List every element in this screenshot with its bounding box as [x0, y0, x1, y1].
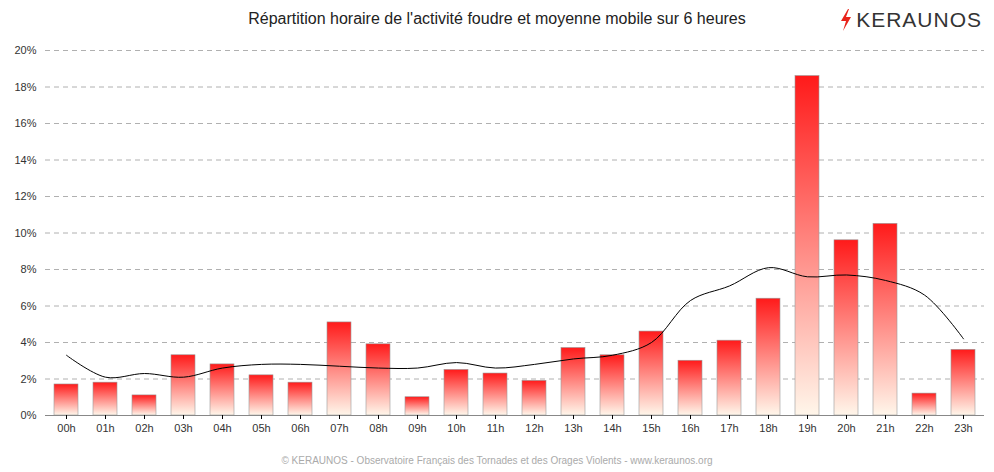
svg-text:8%: 8%	[21, 263, 37, 275]
svg-text:08h: 08h	[369, 422, 387, 434]
html-text:KERAUNOS: KERAUNOS	[856, 8, 982, 31]
svg-text:12h: 12h	[525, 422, 543, 434]
svg-text:00h: 00h	[57, 422, 75, 434]
svg-text:07h: 07h	[330, 422, 348, 434]
svg-text:16h: 16h	[681, 422, 699, 434]
svg-text:4%: 4%	[21, 336, 37, 348]
svg-text:18h: 18h	[759, 422, 777, 434]
svg-text:18%: 18%	[14, 81, 36, 93]
svg-text:0%: 0%	[21, 409, 37, 421]
svg-text:16%: 16%	[14, 117, 36, 129]
svg-text:09h: 09h	[408, 422, 426, 434]
svg-text:17h: 17h	[720, 422, 738, 434]
svg-text:10%: 10%	[14, 227, 36, 239]
svg-text:03h: 03h	[174, 422, 192, 434]
svg-text:10h: 10h	[447, 422, 465, 434]
svg-text:05h: 05h	[252, 422, 270, 434]
svg-text:2%: 2%	[21, 373, 37, 385]
svg-text:21h: 21h	[876, 422, 894, 434]
svg-text:22h: 22h	[915, 422, 933, 434]
svg-text:23h: 23h	[954, 422, 972, 434]
html-text:Répartition horaire de l'activ: Répartition horaire de l'activité foudre…	[248, 10, 746, 27]
html-text:© KERAUNOS - Observatoire Fran: © KERAUNOS - Observatoire Français des T…	[281, 455, 713, 466]
svg-text:13h: 13h	[564, 422, 582, 434]
svg-text:20%: 20%	[14, 44, 36, 56]
svg-text:02h: 02h	[135, 422, 153, 434]
svg-text:06h: 06h	[291, 422, 309, 434]
svg-text:6%: 6%	[21, 300, 37, 312]
svg-text:14%: 14%	[14, 154, 36, 166]
svg-text:11h: 11h	[487, 422, 505, 434]
svg-text:04h: 04h	[213, 422, 231, 434]
svg-text:14h: 14h	[603, 422, 621, 434]
svg-text:19h: 19h	[798, 422, 816, 434]
svg-text:20h: 20h	[837, 422, 855, 434]
svg-text:12%: 12%	[14, 190, 36, 202]
svg-text:01h: 01h	[96, 422, 114, 434]
svg-text:15h: 15h	[642, 422, 660, 434]
